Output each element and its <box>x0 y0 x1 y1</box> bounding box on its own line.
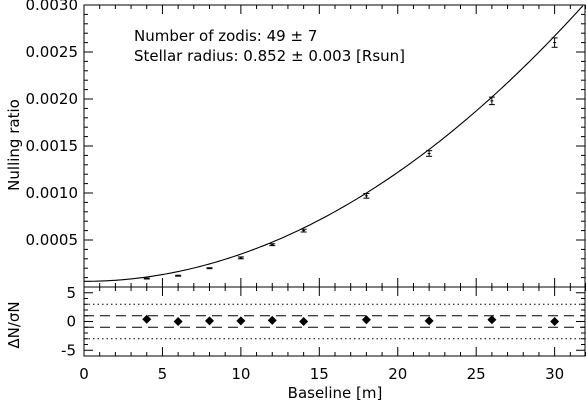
top-y-tick-label: 0.0030 <box>26 0 79 14</box>
residual-point <box>173 317 183 326</box>
bottom-plot-frame <box>83 286 586 357</box>
data-point <box>488 96 495 106</box>
top-y-tick-label: 0.0005 <box>26 231 79 249</box>
data-point <box>206 267 213 270</box>
bottom-y-axis-label: ΔN/σN <box>5 301 23 348</box>
x-tick-label: 30 <box>545 365 564 383</box>
top-y-tick-label: 0.0010 <box>26 184 79 202</box>
data-point <box>175 274 182 277</box>
x-tick-label: 15 <box>310 365 329 383</box>
data-point <box>269 243 276 247</box>
residual-point <box>205 316 214 326</box>
top-y-tick-label: 0.0015 <box>26 137 79 155</box>
top-y-axis-label: Nulling ratio <box>5 99 23 191</box>
x-axis-label: Baseline [m] <box>288 384 383 402</box>
data-point <box>426 150 433 157</box>
bottom-y-tick-label: -5 <box>61 341 76 359</box>
data-point <box>300 228 307 233</box>
bottom-y-tick-label: 5 <box>66 284 76 302</box>
residual-point <box>299 317 309 326</box>
model-curve <box>83 5 584 282</box>
residual-point <box>424 316 434 326</box>
x-tick-label: 20 <box>388 365 407 383</box>
top-y-tick-label: 0.0025 <box>26 43 79 61</box>
x-tick-label: 0 <box>79 365 89 383</box>
top-annotation-radius: Stellar radius: 0.852 ± 0.003 [Rsun] <box>134 47 405 65</box>
data-point <box>237 256 244 260</box>
residual-point <box>267 315 277 325</box>
x-tick-label: 5 <box>158 365 168 383</box>
top-annotation-zodis: Number of zodis: 49 ± 7 <box>134 27 317 45</box>
data-point <box>143 277 150 280</box>
bottom-y-axis-label-text: ΔN/σN <box>5 301 23 348</box>
residual-point <box>550 317 560 326</box>
top-panel: 0.0005 0.0010 0.0015 0.0020 0.0025 0.0030 <box>26 0 586 288</box>
residual-point <box>142 314 152 324</box>
residual-point <box>361 315 371 325</box>
x-tick-label: 10 <box>231 365 250 383</box>
residual-point <box>487 315 497 325</box>
top-y-tick-label: 0.0020 <box>26 90 79 108</box>
bottom-y-tick-label: 0 <box>66 313 76 331</box>
data-point <box>551 37 558 48</box>
x-tick-label: 25 <box>467 365 486 383</box>
data-point <box>363 192 370 199</box>
residual-point <box>236 316 246 326</box>
